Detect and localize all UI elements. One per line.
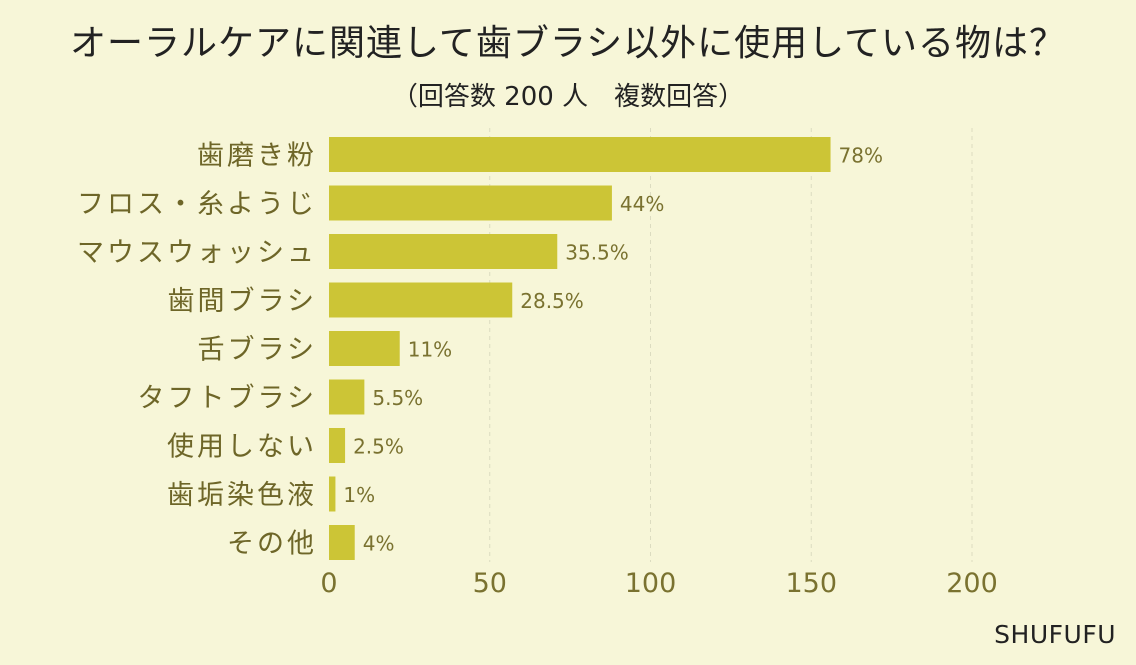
- bar: [329, 476, 336, 512]
- bar: [329, 234, 558, 269]
- data-label: 4%: [363, 532, 395, 556]
- bar: [329, 282, 513, 318]
- data-label: 44%: [620, 192, 664, 216]
- category-label: 歯垢染色液: [167, 480, 317, 511]
- data-label: 28.5%: [520, 289, 584, 313]
- brand-logo-text: SHUFUFU: [994, 620, 1116, 649]
- category-label: 使用しない: [167, 432, 317, 463]
- bar: [329, 525, 355, 560]
- x-tick-label: 0: [320, 568, 337, 599]
- data-label: 2.5%: [353, 435, 404, 459]
- bar: [329, 379, 365, 415]
- chart-subtitle: （回答数 200 人 複数回答）: [391, 82, 745, 112]
- category-label: 歯間ブラシ: [168, 286, 317, 317]
- category-label: フロス・糸ようじ: [77, 189, 317, 220]
- category-label: その他: [227, 529, 317, 560]
- data-label: 11%: [408, 338, 452, 362]
- chart-title: オーラルケアに関連して歯ブラシ以外に使用している物は？: [69, 23, 1067, 64]
- data-label: 78%: [839, 144, 883, 168]
- category-label: 歯磨き粉: [197, 141, 317, 172]
- bar: [329, 331, 400, 366]
- x-tick-label: 50: [473, 568, 507, 599]
- data-label: 5.5%: [372, 386, 423, 410]
- bar: [329, 185, 612, 221]
- bar: [329, 428, 346, 463]
- x-tick-label: 150: [785, 568, 837, 599]
- data-label: 35.5%: [565, 241, 629, 265]
- category-label: マウスウォッシュ: [77, 238, 317, 269]
- category-label: タフトブラシ: [138, 383, 317, 414]
- data-label: 1%: [343, 483, 375, 507]
- x-tick-label: 200: [946, 568, 998, 599]
- x-tick-label: 100: [625, 568, 677, 599]
- category-label: 舌ブラシ: [198, 335, 317, 366]
- bar: [329, 137, 831, 172]
